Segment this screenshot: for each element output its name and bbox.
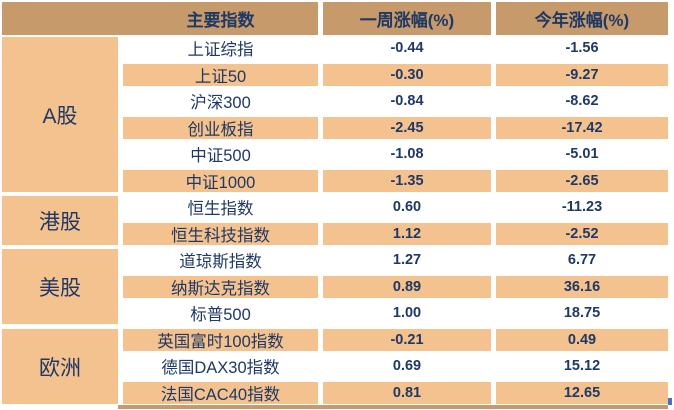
group-cell-a-shares: A股: [2, 37, 118, 192]
index-name: 法国CAC40指数: [123, 379, 318, 406]
week-change-value: 0.89: [323, 273, 491, 300]
index-name: 恒生科技指数: [123, 220, 318, 247]
week-change-value: 0.69: [392, 358, 422, 375]
table-row: 中证500 -1.08 -5.01: [2, 141, 668, 168]
table-row: 法国CAC40指数 0.81 12.65: [2, 379, 668, 406]
year-change-value: 6.77: [567, 252, 597, 269]
index-name: 道琼斯指数: [179, 253, 262, 272]
header-main-index-label: 主要指数: [186, 11, 255, 30]
table-row: 沪深300 -0.84 -8.62: [2, 88, 668, 115]
week-change-value: 1.27: [392, 252, 422, 269]
header-week-change-label: 一周涨幅(%): [359, 11, 455, 30]
week-change-value: 1.12: [323, 220, 491, 247]
index-name: 上证50: [123, 61, 318, 88]
year-change-value: -9.27: [496, 61, 668, 88]
group-label: 港股: [39, 210, 81, 234]
table-header-row: 主要指数 一周涨幅(%) 今年涨幅(%): [2, 2, 668, 35]
year-change-value: 36.16: [496, 273, 668, 300]
header-year-change: 今年涨幅(%): [496, 2, 668, 35]
year-change-value: -1.56: [565, 40, 599, 57]
table-row: 纳斯达克指数 0.89 36.16: [2, 273, 668, 300]
table-row: 中证1000 -1.35 -2.65: [2, 167, 668, 194]
group-cell-hk-stocks: 港股: [2, 196, 118, 245]
index-name: 德国DAX30指数: [161, 359, 280, 378]
table-bottom-border: [118, 405, 668, 409]
index-name: 标普500: [190, 306, 251, 325]
table-row: 恒生科技指数 1.12 -2.52: [2, 220, 668, 247]
table-row: 标普500 1.00 18.75: [2, 300, 668, 327]
week-change-value: -1.35: [323, 167, 491, 194]
group-cell-us-stocks: 美股: [2, 249, 118, 324]
year-change-value: 15.12: [563, 358, 601, 375]
header-main-index: 主要指数: [2, 2, 318, 35]
year-change-value: -2.52: [496, 220, 668, 247]
year-change-value: -5.01: [565, 146, 599, 163]
group-label: 欧洲: [39, 356, 81, 380]
year-change-value: -17.42: [496, 114, 668, 141]
index-name: 上证综指: [187, 41, 254, 60]
group-cell-europe: 欧洲: [2, 329, 118, 404]
week-change-value: -0.44: [390, 40, 424, 57]
table-row: 德国DAX30指数 0.69 15.12: [2, 353, 668, 380]
year-change-value: 12.65: [496, 379, 668, 406]
index-name: 纳斯达克指数: [123, 273, 318, 300]
group-label: A股: [42, 104, 78, 128]
year-change-value: -2.65: [496, 167, 668, 194]
header-week-change: 一周涨幅(%): [323, 2, 491, 35]
index-name: 英国富时100指数: [123, 326, 318, 353]
header-year-change-label: 今年涨幅(%): [534, 11, 630, 30]
table-row: 创业板指 -2.45 -17.42: [2, 114, 668, 141]
index-name: 创业板指: [123, 114, 318, 141]
table-row: 英国富时100指数 -0.21 0.49: [2, 326, 668, 353]
week-change-value: -0.21: [323, 326, 491, 353]
week-change-value: 1.00: [392, 305, 422, 322]
table-row: 道琼斯指数 1.27 6.77: [2, 247, 668, 274]
index-name: 中证500: [190, 147, 251, 166]
table-body: 上证综指 -0.44 -1.56 上证50 -0.30 -9.27 沪深300 …: [2, 35, 668, 406]
index-name: 中证1000: [123, 167, 318, 194]
week-change-value: -0.30: [323, 61, 491, 88]
year-change-value: 0.49: [496, 326, 668, 353]
table-row: 上证50 -0.30 -9.27: [2, 61, 668, 88]
group-label: 美股: [39, 276, 81, 300]
week-change-value: 0.60: [392, 199, 422, 216]
column-divider: [318, 2, 323, 35]
column-divider: [491, 2, 496, 35]
index-name: 沪深300: [190, 94, 251, 113]
year-change-value: 18.75: [563, 305, 601, 322]
year-change-value: -8.62: [565, 93, 599, 110]
index-name: 恒生指数: [187, 200, 254, 219]
table-row: 上证综指 -0.44 -1.56: [2, 35, 668, 62]
year-change-value: -11.23: [561, 199, 603, 216]
week-change-value: -0.84: [390, 93, 424, 110]
table-row: 恒生指数 0.60 -11.23: [2, 194, 668, 221]
cursor-artifact: [668, 398, 672, 405]
week-change-value: -1.08: [390, 146, 424, 163]
week-change-value: 0.81: [323, 379, 491, 406]
week-change-value: -2.45: [323, 114, 491, 141]
